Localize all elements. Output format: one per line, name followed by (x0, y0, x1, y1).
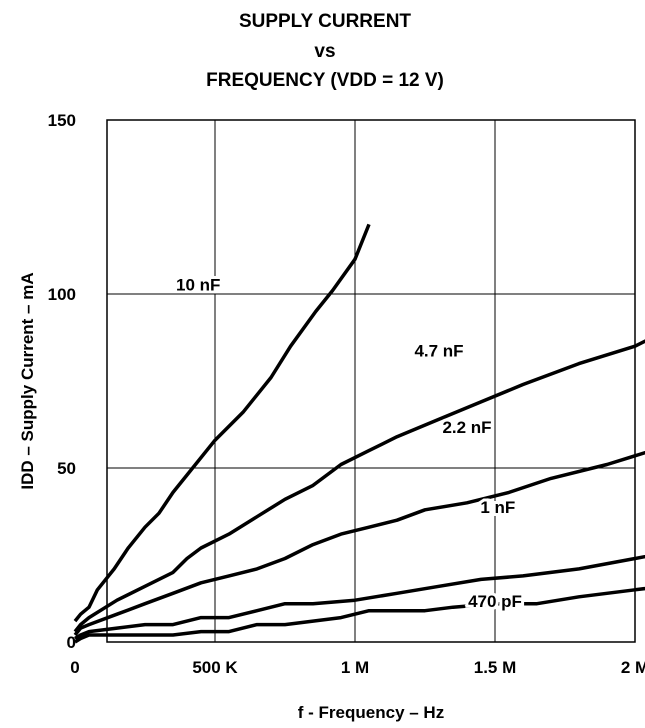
series-label: 2.2 nF (442, 418, 491, 437)
series-labels: 10 nF 4.7 nF 2.2 nF 1 nF 470 pF (173, 273, 525, 615)
x-tick-label: 500 K (192, 658, 238, 677)
chart-title-line-2: vs (314, 41, 335, 62)
axis-ticks: 0 500 K 1 M 1.5 M 2 M 0 50 100 150 (48, 111, 645, 677)
grid-lines (107, 120, 635, 642)
plot-area-border (106, 119, 636, 643)
series-line (73, 223, 371, 623)
x-tick-label: 1.5 M (474, 658, 517, 677)
series-label: 4.7 nF (414, 342, 463, 361)
x-tick-label: 1 M (341, 658, 369, 677)
series-line (74, 554, 645, 640)
series-lines (73, 223, 645, 644)
y-axis-label: IDD – Supply Current – mA (18, 272, 37, 489)
y-tick-label: 0 (67, 633, 76, 652)
series-label: 470 pF (468, 592, 522, 611)
series-line (74, 586, 645, 644)
chart-title-line-1: SUPPLY CURRENT (239, 11, 411, 32)
series-label: 10 nF (176, 276, 220, 295)
chart-title: SUPPLY CURRENT vs FREQUENCY (VDD = 12 V) (206, 11, 444, 91)
series-line (73, 339, 645, 633)
chart-title-line-3: FREQUENCY (VDD = 12 V) (206, 70, 444, 91)
series-label: 1 nF (480, 498, 515, 517)
x-tick-label: 2 M (621, 658, 645, 677)
series-line (73, 450, 645, 637)
y-tick-label: 50 (57, 459, 76, 478)
y-tick-label: 100 (48, 285, 76, 304)
x-axis-label: f - Frequency – Hz (298, 703, 444, 722)
y-tick-label: 150 (48, 111, 76, 130)
x-tick-label: 0 (70, 658, 79, 677)
